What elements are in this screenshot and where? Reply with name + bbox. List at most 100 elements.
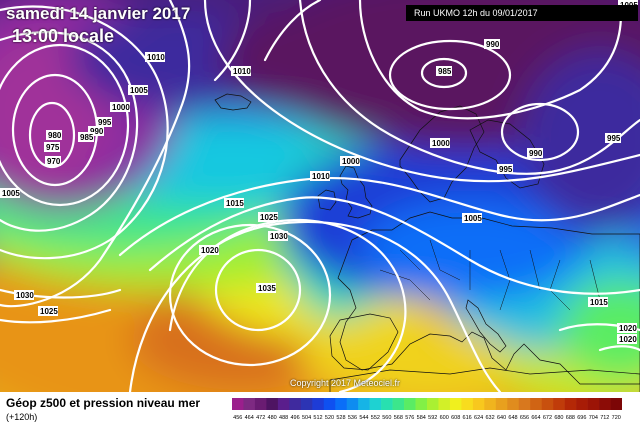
isobar-label: 1020 bbox=[199, 245, 219, 255]
scale-tick-label: 672 bbox=[543, 415, 552, 421]
scale-tick-label: 696 bbox=[577, 415, 586, 421]
scale-swatch bbox=[587, 398, 600, 410]
isobar-label: 1015 bbox=[224, 198, 244, 208]
scale-swatch bbox=[449, 398, 462, 410]
scale-tick-label: 576 bbox=[405, 415, 414, 421]
isobar-label: 990 bbox=[527, 148, 543, 158]
isobar-label: 995 bbox=[96, 117, 112, 127]
svg-text:1025: 1025 bbox=[260, 213, 278, 222]
scale-swatch bbox=[243, 398, 256, 410]
scale-tick-label: 584 bbox=[417, 415, 426, 421]
pressure-geopotential-map: 1010 1010 1005 1000 995 990 985 980 975 … bbox=[0, 0, 640, 392]
isobar-label: 975 bbox=[44, 142, 60, 152]
svg-text:1000: 1000 bbox=[342, 157, 360, 166]
scale-swatch bbox=[277, 398, 290, 410]
scale-tick-label: 520 bbox=[325, 415, 334, 421]
isobar-label: 1015 bbox=[588, 297, 608, 307]
forecast-time: 13:00 locale bbox=[12, 26, 115, 46]
svg-text:1030: 1030 bbox=[270, 232, 288, 241]
scale-swatch bbox=[427, 398, 439, 410]
scale-swatch bbox=[358, 398, 370, 410]
scale-swatch bbox=[553, 398, 565, 410]
scale-tick-label: 488 bbox=[279, 415, 288, 421]
color-scale: 456 464 472 480 488 496 504 512 520 528 536 544 552 5… bbox=[232, 398, 622, 421]
scale-tick-label: 528 bbox=[336, 415, 345, 421]
svg-text:985: 985 bbox=[438, 67, 452, 76]
weather-map: 1010 1010 1005 1000 995 990 985 980 975 … bbox=[0, 0, 640, 392]
scale-tick-label: 640 bbox=[497, 415, 506, 421]
scale-swatch bbox=[392, 398, 405, 410]
forecast-date: samedi 14 janvier 2017 bbox=[6, 4, 191, 23]
svg-text:970: 970 bbox=[47, 157, 61, 166]
scale-swatch bbox=[495, 398, 508, 410]
isobar-label: 995 bbox=[605, 133, 621, 143]
scale-tick-label: 496 bbox=[290, 415, 299, 421]
svg-text:1010: 1010 bbox=[147, 53, 165, 62]
svg-text:1010: 1010 bbox=[233, 67, 251, 76]
svg-text:1005: 1005 bbox=[130, 86, 148, 95]
isobar-label: 1005 bbox=[128, 85, 148, 95]
isobar-label: 1035 bbox=[256, 283, 276, 293]
scale-tick-label: 464 bbox=[245, 415, 254, 421]
scale-swatch bbox=[300, 398, 313, 410]
scale-swatch bbox=[610, 398, 622, 410]
svg-text:1030: 1030 bbox=[16, 291, 34, 300]
svg-text:1020: 1020 bbox=[619, 324, 637, 333]
svg-text:1015: 1015 bbox=[590, 298, 608, 307]
scale-tick-label: 720 bbox=[612, 415, 621, 421]
scale-swatch bbox=[484, 398, 497, 410]
scale-swatch bbox=[335, 398, 348, 410]
scale-tick-label: 664 bbox=[531, 415, 540, 421]
scale-swatch bbox=[564, 398, 577, 410]
scale-tick-label: 568 bbox=[394, 415, 403, 421]
svg-text:1000: 1000 bbox=[432, 139, 450, 148]
svg-text:975: 975 bbox=[46, 143, 60, 152]
scale-swatch bbox=[530, 398, 543, 410]
isobar-label: 985 bbox=[436, 66, 452, 76]
scale-tick-label: 656 bbox=[520, 415, 529, 421]
svg-text:1020: 1020 bbox=[619, 335, 637, 344]
isobar-label: 1000 bbox=[340, 156, 360, 166]
isobar-label: 1030 bbox=[14, 290, 34, 300]
scale-swatch bbox=[289, 398, 302, 410]
isobar-label: 970 bbox=[45, 156, 61, 166]
svg-text:1015: 1015 bbox=[226, 199, 244, 208]
svg-text:980: 980 bbox=[48, 131, 62, 140]
isobar-label: 1020 bbox=[617, 323, 637, 333]
scale-swatch bbox=[415, 398, 428, 410]
scale-tick-label: 592 bbox=[428, 415, 437, 421]
scale-swatch bbox=[369, 398, 382, 410]
svg-text:985: 985 bbox=[80, 133, 94, 142]
scale-swatch bbox=[312, 398, 325, 410]
scale-swatch bbox=[599, 398, 611, 410]
scale-tick-label: 648 bbox=[508, 415, 517, 421]
scale-swatch bbox=[381, 398, 393, 410]
scale-tick-label: 480 bbox=[268, 415, 277, 421]
scale-swatch bbox=[323, 398, 336, 410]
isobar-label: 1025 bbox=[258, 212, 278, 222]
svg-text:1005: 1005 bbox=[464, 214, 482, 223]
svg-text:1025: 1025 bbox=[40, 307, 58, 316]
scale-swatch bbox=[518, 398, 531, 410]
scale-tick-label: 560 bbox=[382, 415, 391, 421]
scale-swatch bbox=[346, 398, 359, 410]
scale-tick-label: 704 bbox=[589, 415, 598, 421]
model-run-label: Run UKMO 12h du 09/01/2017 bbox=[406, 5, 638, 21]
scale-swatch bbox=[266, 398, 279, 410]
scale-swatch bbox=[472, 398, 485, 410]
scale-tick-label: 512 bbox=[313, 415, 322, 421]
scale-tick-label: 552 bbox=[371, 415, 380, 421]
scale-tick-label: 600 bbox=[440, 415, 449, 421]
scale-tick-label: 616 bbox=[463, 415, 472, 421]
isobar-label: 1005 bbox=[462, 213, 482, 223]
isobar-label: 1010 bbox=[145, 52, 165, 62]
isobar-label: 1025 bbox=[38, 306, 58, 316]
scale-tick-label: 680 bbox=[554, 415, 563, 421]
scale-tick-label: 472 bbox=[256, 415, 265, 421]
isobar-label: 990 bbox=[484, 39, 500, 49]
isobar-label: 1010 bbox=[310, 171, 330, 181]
svg-text:1010: 1010 bbox=[312, 172, 330, 181]
scale-swatch bbox=[576, 398, 588, 410]
scale-tick-label: 536 bbox=[348, 415, 357, 421]
svg-text:995: 995 bbox=[499, 165, 513, 174]
